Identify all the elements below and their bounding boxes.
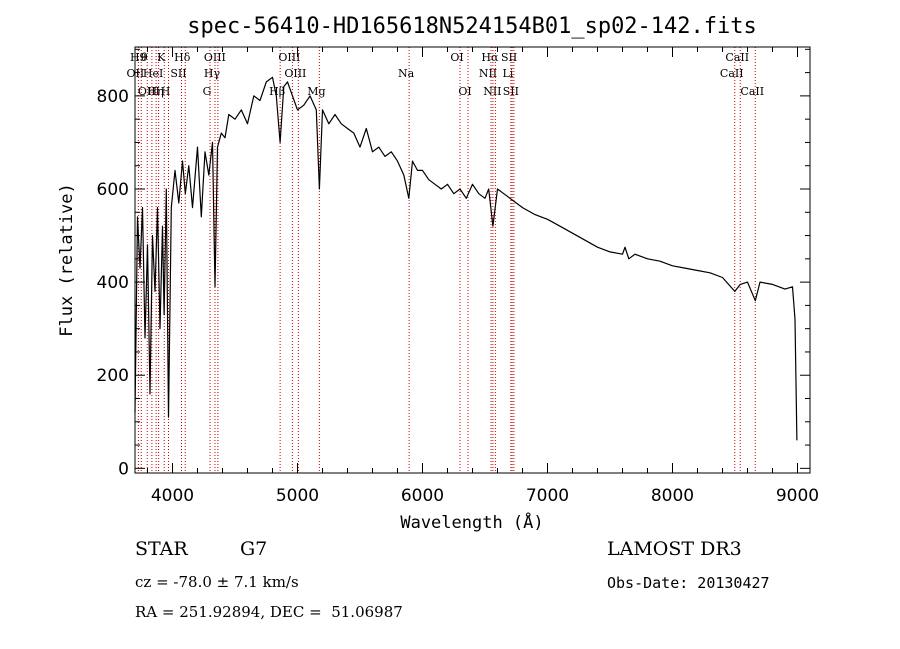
- y-tick-label: 800: [97, 87, 129, 107]
- spectral-line-label: OIII: [138, 85, 160, 98]
- spectral-line-markers: OIIH9θOIIIHeIHηKHSIIHδGHγOIIIHβOIIIOIIIM…: [127, 47, 764, 473]
- spectral-line-label: HeI: [143, 67, 163, 80]
- spectral-line-label: Hη: [148, 85, 164, 98]
- object-subclass: G7: [240, 538, 268, 560]
- spectral-line-label: OI: [450, 51, 463, 64]
- spectral-line-label: Li: [502, 67, 513, 80]
- y-axis: 0 200 400 600 800: [97, 48, 810, 479]
- chart-title: spec-56410-HD165618N524154B01_sp02-142.f…: [187, 14, 757, 39]
- spectral-line-label: CaII: [725, 51, 749, 64]
- observation-date: Obs-Date: 20130427: [607, 574, 770, 592]
- y-tick-label: 200: [97, 366, 129, 386]
- spectral-line-label: SII: [170, 67, 186, 80]
- spectral-line-label: Hβ: [269, 85, 285, 98]
- x-tick-label: 8000: [651, 486, 694, 506]
- y-tick-label: 0: [118, 459, 129, 479]
- spectral-line-label: H9: [130, 51, 147, 64]
- x-tick-label: 4000: [151, 486, 194, 506]
- object-class: STAR: [135, 538, 188, 560]
- spectral-line-label: OI: [458, 85, 471, 98]
- radial-velocity: cz = -78.0 ± 7.1 km/s: [135, 573, 299, 591]
- spectral-line-label: OIII: [284, 67, 306, 80]
- spectral-line-label: SII: [501, 51, 517, 64]
- spectral-line-label: SII: [503, 85, 519, 98]
- spectral-line-label: CaII: [740, 85, 764, 98]
- x-tick-label: 9000: [776, 486, 819, 506]
- plot-frame: [134, 46, 811, 474]
- spectral-line-label: G: [203, 85, 212, 98]
- x-axis-label: Wavelength (Å): [400, 511, 543, 533]
- spectral-line-label: Na: [398, 67, 415, 80]
- coordinates: RA = 251.92894, DEC = 51.06987: [135, 603, 403, 621]
- spectral-line-label: Mg: [307, 85, 325, 98]
- x-axis: 4000 5000 6000 7000 8000 9000: [147, 47, 819, 506]
- x-tick-label: 5000: [276, 486, 319, 506]
- spectral-line-label: Hδ: [174, 51, 191, 64]
- spectral-line-label: OIII: [204, 51, 226, 64]
- x-tick-label: 7000: [526, 486, 569, 506]
- x-tick-label: 6000: [401, 486, 444, 506]
- spectral-line-label: θ: [141, 51, 148, 64]
- spectral-line-label: Hα: [481, 51, 499, 64]
- spectral-line-label: CaII: [720, 67, 744, 80]
- spectral-line-label: NII: [483, 85, 501, 98]
- y-axis-label: Flux (relative): [57, 183, 77, 337]
- y-tick-label: 400: [97, 273, 129, 293]
- survey-name: LAMOST DR3: [607, 538, 742, 560]
- spectral-line-label: NII: [479, 67, 497, 80]
- spectrum-layer: [134, 76, 798, 441]
- spectral-line-label: Hγ: [204, 67, 221, 80]
- spectral-line-label: OIII: [278, 51, 300, 64]
- spectral-line-label: K: [157, 51, 166, 64]
- spectrum-line: [134, 76, 798, 441]
- spectral-line-label: H: [161, 85, 171, 98]
- y-tick-label: 600: [97, 180, 129, 200]
